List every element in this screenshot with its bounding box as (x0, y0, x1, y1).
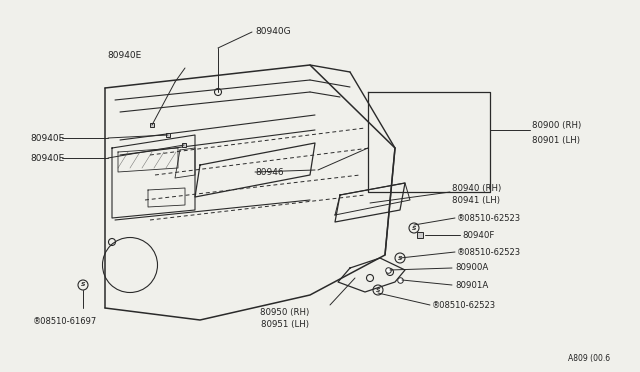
Text: ®08510-61697: ®08510-61697 (33, 317, 97, 327)
Text: 80940E: 80940E (108, 51, 142, 60)
Text: 80940F: 80940F (462, 231, 494, 240)
Text: 80940E: 80940E (30, 134, 64, 142)
Text: 80946: 80946 (255, 167, 284, 176)
Text: 80901 (LH): 80901 (LH) (532, 135, 580, 144)
Text: 80900 (RH): 80900 (RH) (532, 121, 581, 129)
Text: 80951 (LH): 80951 (LH) (261, 321, 309, 330)
Text: 80940G: 80940G (255, 26, 291, 35)
Text: 80941 (LH): 80941 (LH) (452, 196, 500, 205)
Text: ®08510-62523: ®08510-62523 (432, 301, 496, 310)
Text: S: S (376, 288, 380, 292)
Text: 80940 (RH): 80940 (RH) (452, 183, 501, 192)
Text: 80940E: 80940E (30, 154, 64, 163)
Text: ®08510-62523: ®08510-62523 (457, 214, 521, 222)
Text: ®08510-62523: ®08510-62523 (457, 247, 521, 257)
Text: 80950 (RH): 80950 (RH) (260, 308, 310, 317)
Text: S: S (397, 256, 403, 260)
Text: 80901A: 80901A (455, 280, 488, 289)
Text: S: S (412, 225, 416, 231)
Text: A809 (00.6: A809 (00.6 (568, 353, 610, 362)
Text: S: S (81, 282, 85, 288)
Text: 80900A: 80900A (455, 263, 488, 273)
